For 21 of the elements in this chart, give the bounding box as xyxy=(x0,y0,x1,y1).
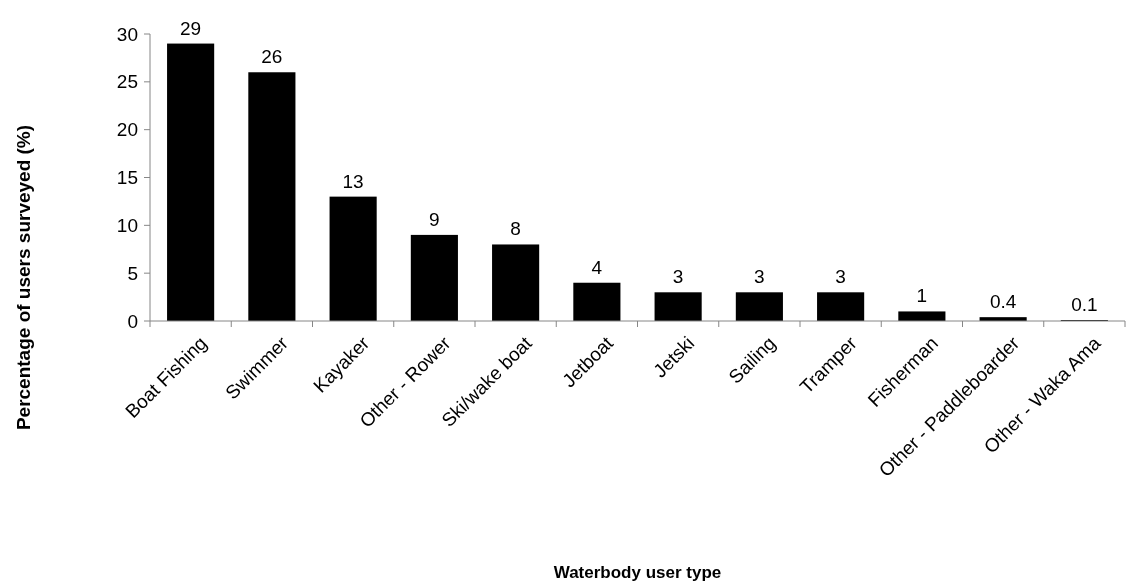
y-tick-label: 20 xyxy=(116,119,138,141)
data-label: 0.1 xyxy=(1071,294,1098,316)
data-label: 13 xyxy=(342,170,364,192)
y-tick-label: 0 xyxy=(127,310,138,332)
data-label: 0.4 xyxy=(989,291,1017,313)
y-tick-label: 30 xyxy=(116,23,138,45)
data-label: 3 xyxy=(672,266,684,288)
data-label: 29 xyxy=(180,17,202,39)
data-label: 8 xyxy=(510,218,521,240)
data-label: 9 xyxy=(429,208,440,230)
data-label: 1 xyxy=(916,285,928,307)
y-tick-label: 10 xyxy=(116,214,138,236)
y-tick-label: 15 xyxy=(116,167,138,189)
data-label: 3 xyxy=(754,266,765,288)
y-tick-label: 25 xyxy=(116,71,138,93)
data-label: 4 xyxy=(591,256,603,278)
x-axis-title: Waterbody user type xyxy=(553,563,722,582)
data-label: 26 xyxy=(261,46,283,68)
y-axis-title: Percentage of users surveyed (%) xyxy=(13,124,34,431)
y-tick-label: 5 xyxy=(127,262,138,284)
data-label: 3 xyxy=(835,266,846,288)
